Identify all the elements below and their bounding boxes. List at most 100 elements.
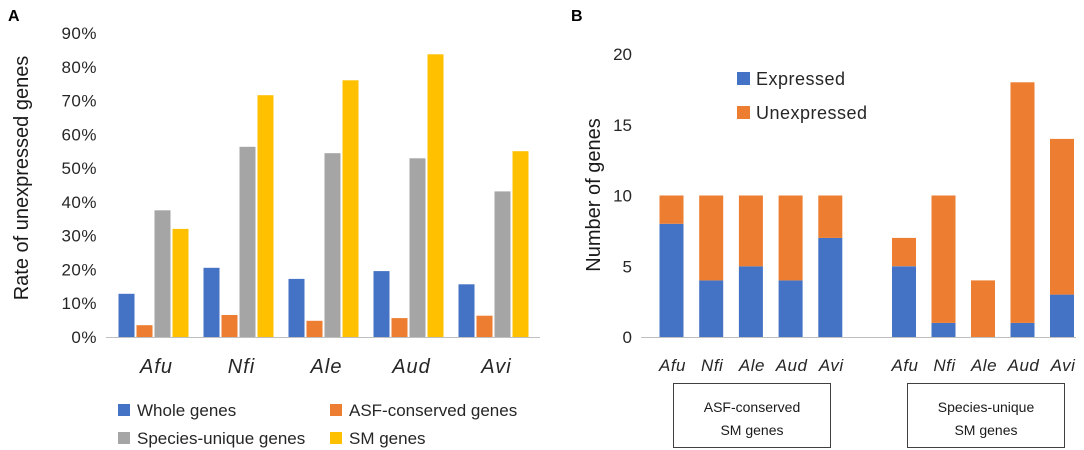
panel-a-x-tick-label-afu: Afu bbox=[139, 356, 173, 378]
legend-item-expressed: Expressed bbox=[737, 69, 846, 89]
panel-b-x-tick-label-asf-conserved-avi: Avi bbox=[818, 356, 845, 375]
panel-b-x-tick-label-asf-conserved-ale: Ale bbox=[738, 356, 765, 375]
bar-unexpressed-asf-conserved-ale bbox=[738, 195, 763, 267]
legend-swatch-species-unique-genes bbox=[118, 432, 130, 444]
bar-expressed-asf-conserved-ale bbox=[738, 266, 763, 338]
group-box-species-unique-frame bbox=[907, 383, 1065, 448]
panel-a-y-tick-label: 0% bbox=[71, 328, 97, 347]
panel-a-y-tick-label: 10% bbox=[61, 294, 97, 313]
bar-expressed-asf-conserved-nfi bbox=[699, 280, 724, 337]
bar-expressed-species-unique-nfi bbox=[931, 322, 956, 337]
panel-a-y-tick-label: 70% bbox=[61, 92, 97, 111]
panel-b-label: B bbox=[571, 8, 583, 25]
group-label-species-unique-line-1: Species-unique bbox=[938, 399, 1035, 415]
bar-species-unique-genes-nfi bbox=[239, 146, 256, 337]
bar-whole-genes-aud bbox=[373, 271, 390, 337]
bar-unexpressed-asf-conserved-aud bbox=[778, 195, 803, 281]
panel-a-plot-area: 0% 10% 20% 30% 40% 50% 60% 70% 80% 90% Afu Nfi Ale Au… bbox=[61, 24, 540, 378]
bar-whole-genes-ale bbox=[288, 278, 305, 337]
legend-item-species-unique-genes: Species-unique genes bbox=[118, 429, 305, 448]
panel-a-legend: Whole genes ASF-conserved genes Species-… bbox=[118, 401, 517, 448]
bar-asf-conserved-genes-afu bbox=[136, 325, 153, 337]
panel-b-y-tick-label: 10 bbox=[613, 187, 632, 206]
group-box-species-unique: Species-unique SM genes bbox=[907, 383, 1065, 448]
panel-b-y-tick-label: 20 bbox=[613, 45, 632, 64]
bar-asf-conserved-genes-avi bbox=[476, 315, 493, 337]
panel-b-plot-area: 0 5 10 15 20 Afu Nfi Ale Aud Avi Afu Nfi Ale Aud Avi bbox=[613, 45, 1076, 375]
legend-label-species-unique-genes: Species-unique genes bbox=[137, 429, 305, 448]
group-label-species-unique-line-2: SM genes bbox=[954, 422, 1017, 438]
panel-a-y-tick-label: 40% bbox=[61, 193, 97, 212]
bar-expressed-species-unique-aud bbox=[1010, 322, 1035, 337]
bar-expressed-species-unique-afu bbox=[892, 266, 916, 338]
legend-label-asf-conserved-genes: ASF-conserved genes bbox=[349, 401, 517, 420]
bar-unexpressed-asf-conserved-avi bbox=[818, 195, 843, 238]
bar-sm-genes-aud bbox=[427, 54, 444, 338]
legend-label-expressed: Expressed bbox=[756, 69, 846, 89]
bar-species-unique-genes-afu bbox=[154, 210, 171, 337]
panel-a-label: A bbox=[8, 8, 20, 25]
legend-swatch-asf-conserved-genes bbox=[330, 404, 342, 416]
panel-a-y-tick-label: 30% bbox=[61, 227, 97, 246]
legend-swatch-expressed bbox=[737, 72, 750, 85]
bar-whole-genes-nfi bbox=[203, 267, 220, 337]
bar-whole-genes-afu bbox=[118, 293, 135, 337]
bar-unexpressed-species-unique-avi bbox=[1050, 138, 1074, 295]
panel-a-y-tick-label: 60% bbox=[61, 125, 97, 144]
panel-b-y-tick-label: 15 bbox=[613, 116, 632, 135]
panel-b-y-tick-label: 5 bbox=[623, 257, 632, 276]
legend-swatch-whole-genes bbox=[118, 404, 130, 416]
bar-unexpressed-species-unique-ale bbox=[971, 280, 995, 337]
panel-b: B Number of genes 0 5 10 15 20 Afu Nfi Ale Aud Av… bbox=[571, 8, 1076, 448]
panel-b-y-tick-label: 0 bbox=[623, 328, 632, 347]
panel-b-x-tick-label-asf-conserved-nfi: Nfi bbox=[701, 356, 724, 375]
panel-b-x-tick-label-species-unique-afu: Afu bbox=[890, 356, 918, 375]
panel-a-x-tick-label-ale: Ale bbox=[310, 356, 343, 378]
legend-label-sm-genes: SM genes bbox=[349, 429, 426, 448]
bar-unexpressed-species-unique-aud bbox=[1010, 82, 1035, 323]
bar-unexpressed-species-unique-afu bbox=[892, 237, 916, 267]
legend-swatch-sm-genes bbox=[330, 432, 342, 444]
panel-a-y-axis-title: Rate of unexpressed genes bbox=[11, 56, 33, 301]
legend-item-unexpressed: Unexpressed bbox=[737, 103, 868, 123]
bar-species-unique-genes-ale bbox=[324, 153, 341, 337]
group-label-asf-conserved-line-1: ASF-conserved bbox=[704, 399, 800, 415]
panel-b-x-tick-label-species-unique-ale: Ale bbox=[970, 356, 997, 375]
bar-unexpressed-asf-conserved-nfi bbox=[699, 195, 724, 281]
panel-b-x-tick-label-species-unique-nfi: Nfi bbox=[933, 356, 956, 375]
panel-a-x-tick-label-aud: Aud bbox=[391, 356, 431, 378]
panel-a-x-tick-label-nfi: Nfi bbox=[228, 356, 255, 378]
bar-unexpressed-species-unique-nfi bbox=[931, 195, 956, 323]
panel-a-y-tick-label: 80% bbox=[61, 58, 97, 77]
panel-a-y-tick-label: 90% bbox=[61, 24, 97, 43]
bar-asf-conserved-genes-aud bbox=[391, 318, 408, 337]
panel-b-x-tick-label-asf-conserved-aud: Aud bbox=[775, 356, 808, 375]
group-box-asf-conserved-frame bbox=[673, 383, 831, 448]
legend-item-whole-genes: Whole genes bbox=[118, 401, 236, 420]
panel-b-x-tick-label-species-unique-aud: Aud bbox=[1007, 356, 1040, 375]
legend-label-whole-genes: Whole genes bbox=[137, 401, 236, 420]
bar-sm-genes-ale bbox=[342, 80, 359, 338]
group-box-asf-conserved: ASF-conserved SM genes bbox=[673, 383, 831, 448]
panel-b-x-tick-label-asf-conserved-afu: Afu bbox=[658, 356, 686, 375]
legend-item-sm-genes: SM genes bbox=[330, 429, 426, 448]
legend-label-unexpressed: Unexpressed bbox=[756, 103, 868, 123]
panel-a-y-tick-label: 20% bbox=[61, 260, 97, 279]
bar-species-unique-genes-avi bbox=[494, 191, 511, 337]
panel-a: A Rate of unexpressed genes 0% 10% 20% 30% 4… bbox=[8, 8, 540, 448]
bar-sm-genes-afu bbox=[172, 228, 189, 337]
bar-expressed-asf-conserved-afu bbox=[659, 223, 684, 337]
bar-sm-genes-avi bbox=[512, 151, 529, 337]
panel-a-x-tick-label-avi: Avi bbox=[480, 356, 511, 378]
bar-whole-genes-avi bbox=[458, 284, 475, 337]
bar-species-unique-genes-aud bbox=[409, 158, 426, 337]
bar-expressed-species-unique-avi bbox=[1050, 294, 1074, 337]
legend-swatch-unexpressed bbox=[737, 106, 750, 119]
bar-expressed-asf-conserved-aud bbox=[778, 280, 803, 337]
bar-asf-conserved-genes-ale bbox=[306, 320, 323, 337]
panel-b-legend: Expressed Unexpressed bbox=[737, 69, 868, 123]
panel-b-y-axis-title: Number of genes bbox=[583, 118, 605, 271]
group-label-asf-conserved-line-2: SM genes bbox=[720, 422, 783, 438]
